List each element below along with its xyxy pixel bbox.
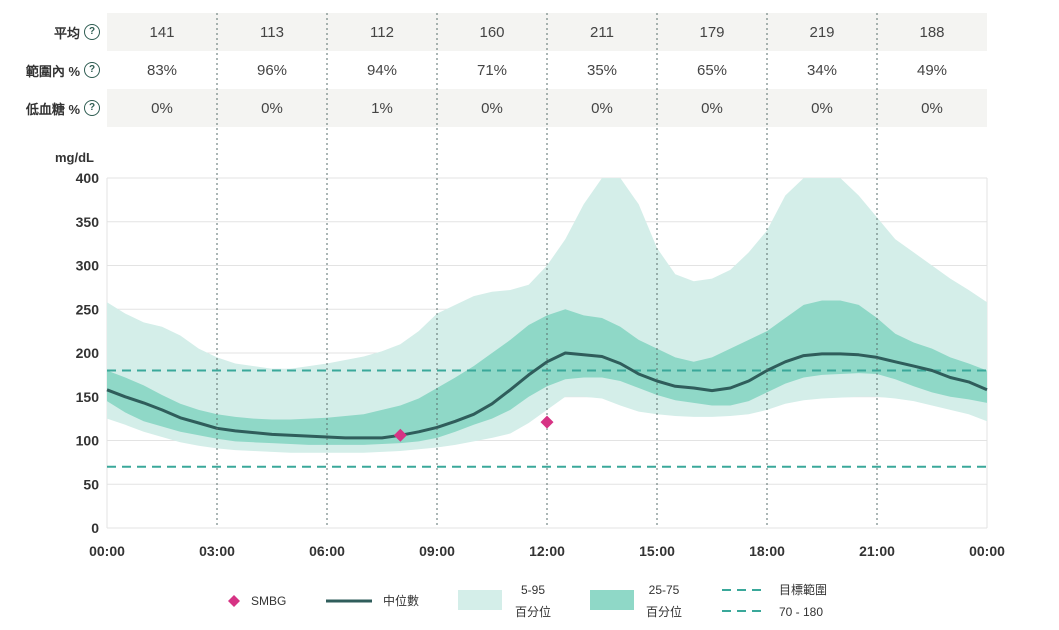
band-25-75 <box>107 300 987 445</box>
stats-cell: 0% <box>811 99 833 117</box>
x-tick-label: 00:00 <box>969 543 1005 559</box>
stats-cell: 65% <box>696 61 728 79</box>
legend-25-75-label-top: 25-75 <box>649 583 680 597</box>
legend-target-label-bottom: 70 - 180 <box>779 605 823 619</box>
stats-cell: 0% <box>261 99 283 117</box>
stats-cell: 141 <box>149 23 175 41</box>
stats-cell: 83% <box>146 61 178 79</box>
stats-cell: 34% <box>806 61 838 79</box>
y-tick-label: 150 <box>76 389 100 405</box>
stats-cell: 219 <box>809 23 835 41</box>
legend-smbg-marker <box>228 595 240 607</box>
stats-row-label-text: 範圍內 % <box>25 63 80 79</box>
stats-row-label: 平均? <box>0 13 100 51</box>
y-tick-label: 350 <box>76 214 100 230</box>
y-tick-label: 0 <box>91 520 99 536</box>
stats-cells: 83% 96% 94% 71% 35% 65% 34% 49% <box>107 51 987 89</box>
stats-cell: 188 <box>919 23 945 41</box>
y-tick-label: 400 <box>76 170 100 186</box>
median-line <box>106 351 988 440</box>
legend-25-75-label-bottom: 百分位 <box>646 604 682 619</box>
legend-25-75-swatch <box>590 590 634 610</box>
stats-cell: 1% <box>371 99 393 117</box>
legend-smbg-label: SMBG <box>251 594 286 608</box>
stats-cell: 71% <box>476 61 508 79</box>
stats-cell: 179 <box>699 23 725 41</box>
stats-row-in-range: 範圍內 %? 83% 96% 94% 71% 35% 65% 34% 49% <box>0 51 1059 89</box>
x-tick-label: 15:00 <box>639 543 675 559</box>
stats-cell: 96% <box>256 61 288 79</box>
stats-cell: 49% <box>916 61 948 79</box>
legend-target-label-top: 目標範圍 <box>779 582 827 597</box>
stats-row-label-text: 低血糖 % <box>25 101 80 117</box>
legend-median-label: 中位數 <box>383 593 419 608</box>
x-tick-label: 12:00 <box>529 543 565 559</box>
help-icon[interactable]: ? <box>84 62 100 78</box>
x-tick-label: 00:00 <box>89 543 125 559</box>
y-tick-label: 50 <box>83 476 99 492</box>
x-tick-label: 21:00 <box>859 543 895 559</box>
smbg-point <box>393 428 407 442</box>
y-axis-label: mg/dL <box>55 150 94 165</box>
x-tick-label: 09:00 <box>419 543 455 559</box>
stats-cell: 94% <box>366 61 398 79</box>
stats-cell: 0% <box>481 99 503 117</box>
legend-5-95-label-bottom: 百分位 <box>515 604 551 619</box>
smbg-point <box>540 415 554 429</box>
stats-cell: 0% <box>151 99 173 117</box>
stats-cell: 113 <box>260 23 284 41</box>
legend-5-95-swatch <box>458 590 502 610</box>
stats-cell: 160 <box>479 23 505 41</box>
y-tick-label: 250 <box>76 301 100 317</box>
help-icon[interactable]: ? <box>84 100 100 116</box>
y-tick-label: 100 <box>76 433 100 449</box>
x-tick-label: 18:00 <box>749 543 785 559</box>
stats-cell: 0% <box>591 99 613 117</box>
legend-5-95-label-top: 5-95 <box>521 583 545 597</box>
x-tick-label: 03:00 <box>199 543 235 559</box>
y-tick-label: 200 <box>76 345 100 361</box>
stats-cell: 0% <box>701 99 723 117</box>
x-tick-label: 06:00 <box>309 543 345 559</box>
stats-cell: 0% <box>921 99 943 117</box>
stats-row-label: 範圍內 %? <box>0 51 100 89</box>
stats-row-label-text: 平均 <box>53 25 80 41</box>
stats-row-label: 低血糖 %? <box>0 89 100 127</box>
stats-cell: 211 <box>590 23 614 41</box>
y-tick-label: 300 <box>76 258 100 274</box>
stats-cell: 35% <box>586 61 618 79</box>
stats-cell: 112 <box>370 23 394 41</box>
help-icon[interactable]: ? <box>84 24 100 40</box>
